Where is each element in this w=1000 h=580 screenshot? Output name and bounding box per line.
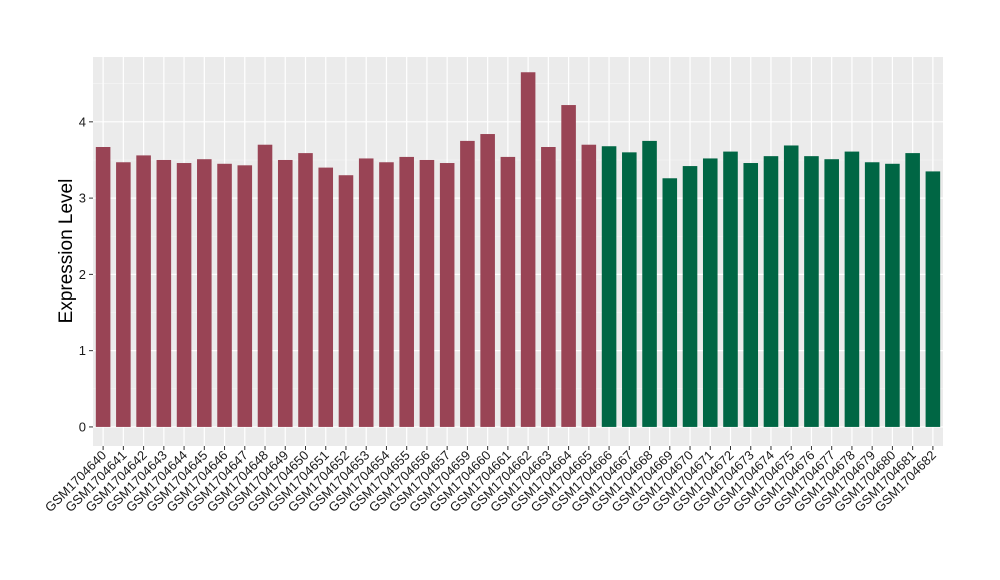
bar — [439, 163, 455, 427]
bar — [460, 140, 475, 427]
bar — [217, 163, 232, 427]
bar — [237, 165, 253, 427]
bar — [116, 162, 131, 427]
bar — [399, 156, 414, 427]
bar — [298, 153, 313, 427]
bar — [601, 146, 617, 427]
bar — [136, 155, 151, 427]
y-tick-label: 1 — [79, 343, 86, 358]
bar — [885, 163, 900, 427]
bar — [763, 156, 779, 427]
bar — [581, 144, 597, 427]
bar — [743, 163, 759, 427]
bar — [318, 167, 334, 427]
bar — [500, 156, 516, 427]
bar — [338, 175, 354, 427]
bar — [561, 105, 576, 427]
y-tick-label: 2 — [79, 267, 86, 282]
bar — [95, 147, 111, 427]
bar — [783, 145, 799, 427]
bar — [642, 140, 657, 427]
bar — [702, 158, 718, 427]
bar — [358, 158, 374, 427]
bar — [662, 178, 678, 427]
bar — [176, 163, 192, 427]
bar — [824, 159, 839, 427]
bar — [379, 162, 394, 427]
bar — [156, 159, 172, 427]
bar — [520, 72, 536, 427]
bar — [864, 162, 880, 427]
bars — [95, 72, 941, 427]
y-tick-label: 0 — [79, 419, 86, 434]
bar — [277, 159, 293, 427]
y-tick-label: 4 — [79, 114, 86, 129]
bar — [257, 144, 273, 427]
bar — [622, 152, 637, 427]
bar — [682, 166, 698, 427]
y-tick-label: 3 — [79, 191, 86, 206]
bar — [804, 156, 819, 427]
bar — [925, 171, 941, 427]
bar — [844, 151, 860, 427]
bar — [723, 151, 738, 427]
y-axis-title: Expression Level — [56, 179, 77, 324]
x-axis: GSM1704640GSM1704641GSM1704642GSM1704643… — [42, 446, 939, 515]
bar — [419, 159, 435, 427]
bar — [541, 147, 556, 427]
bar — [197, 159, 212, 427]
bar — [905, 153, 920, 427]
y-axis: 0 1 2 3 4 — [79, 114, 93, 434]
bar — [480, 134, 495, 427]
